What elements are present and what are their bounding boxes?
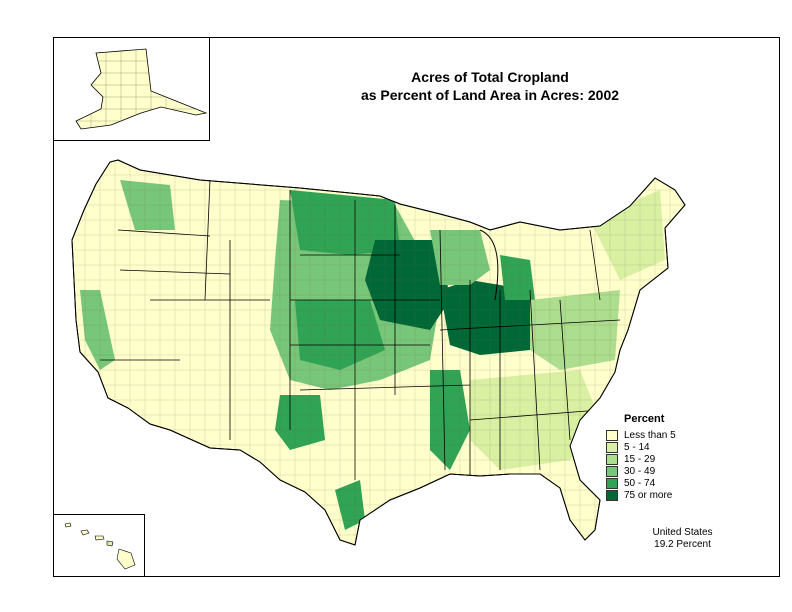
legend-item: 5 - 14 [606, 441, 726, 453]
legend-item: Less than 5 [606, 429, 726, 441]
legend-item: 15 - 29 [606, 453, 726, 465]
iowa-region [365, 240, 450, 330]
legend-swatch [606, 453, 618, 465]
legend-label: 50 - 74 [624, 477, 656, 489]
eastern-light-region [530, 290, 620, 370]
county-lines [72, 160, 685, 545]
dakota-region [290, 190, 400, 255]
map-title: Acres of Total Cropland as Percent of La… [320, 68, 660, 104]
legend-label: 5 - 14 [624, 441, 650, 453]
texas-panhandle-region [275, 395, 325, 450]
legend-item: 75 or more [606, 489, 726, 501]
legend-item: 30 - 49 [606, 465, 726, 477]
legend-swatch [606, 429, 618, 441]
legend-title: Percent [624, 413, 665, 425]
legend-item: 50 - 74 [606, 477, 726, 489]
title-line-2: as Percent of Land Area in Acres: 2002 [360, 87, 620, 103]
legend-label: 15 - 29 [624, 453, 656, 465]
legend-swatch [606, 465, 618, 477]
alaska-map [75, 48, 208, 130]
lower-48-map [71, 159, 686, 546]
alaska-inset [53, 37, 210, 141]
hawaii-inset [53, 514, 145, 577]
title-line-1: Acres of Total Cropland [411, 69, 569, 85]
legend: Percent Less than 5 5 - 14 15 - 29 30 - … [606, 413, 726, 501]
legend-label: 30 - 49 [624, 465, 656, 477]
legend-swatch [606, 477, 618, 489]
hawaii-map [64, 522, 136, 570]
michigan-region [500, 255, 535, 300]
legend-label: Less than 5 [624, 429, 676, 441]
summary-line-2: 19.2 Percent [654, 539, 711, 550]
summary-line-1: United States [652, 527, 713, 538]
legend-swatch [606, 441, 618, 453]
legend-swatch [606, 489, 618, 501]
us-summary: United States 19.2 Percent [635, 527, 730, 551]
legend-label: 75 or more [624, 489, 673, 501]
